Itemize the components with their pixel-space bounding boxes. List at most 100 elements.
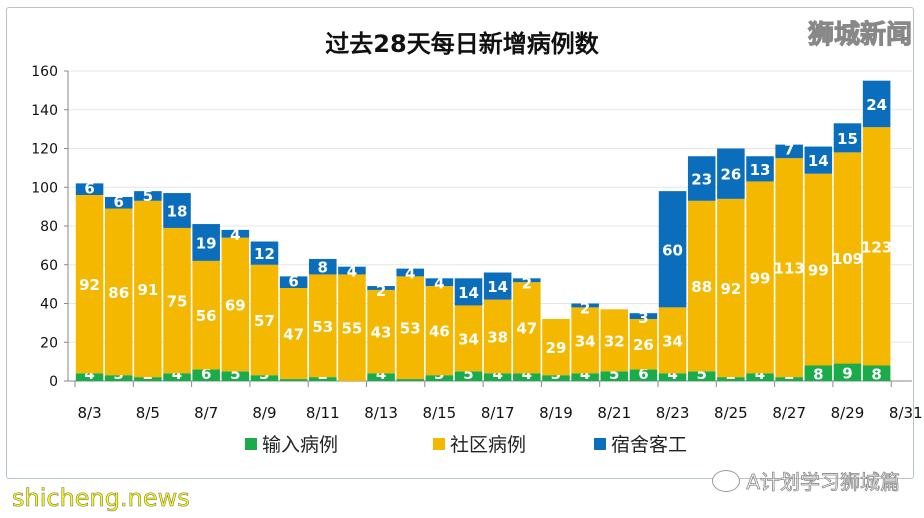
data-label: 6 — [84, 179, 94, 197]
bar-segment — [367, 286, 395, 290]
bar-segment — [483, 299, 512, 374]
data-label: 53 — [312, 318, 333, 336]
y-tick-label: 0 — [49, 374, 58, 390]
data-label: 15 — [837, 130, 858, 148]
bar-segment — [425, 278, 454, 287]
y-tick-label: 60 — [40, 258, 58, 274]
bar-segment — [75, 183, 104, 195]
bar-segment — [513, 278, 541, 283]
data-label: 34 — [662, 332, 683, 350]
data-label: 26 — [720, 166, 741, 184]
bar-segment — [513, 282, 541, 374]
bar-segment — [104, 375, 133, 381]
data-label: 4 — [84, 365, 94, 383]
bar-segment — [658, 373, 687, 381]
bar-segment — [542, 375, 570, 381]
data-label: 5 — [463, 365, 473, 383]
data-label: 99 — [808, 262, 829, 280]
bar-segment — [775, 144, 803, 159]
bar-segment — [571, 373, 599, 381]
bar-segment — [717, 198, 745, 378]
x-tick-label: 8/7 — [194, 404, 218, 422]
data-label: 3 — [638, 309, 648, 327]
x-tick-label: 8/19 — [539, 404, 573, 422]
data-label: 5 — [609, 365, 619, 383]
data-label: 46 — [429, 323, 450, 341]
watermark-bottom: shicheng.news — [12, 484, 190, 513]
bar-segment — [396, 268, 424, 277]
x-tick-label: 8/21 — [597, 404, 631, 422]
data-label: 4 — [230, 226, 240, 244]
bar-segment — [367, 373, 395, 381]
bar-segment — [163, 227, 191, 374]
data-label: 34 — [458, 330, 479, 348]
data-label: 91 — [137, 281, 158, 299]
bar-segment — [804, 173, 833, 366]
data-label: 12 — [254, 245, 275, 263]
x-tick-label: 8/27 — [772, 404, 806, 422]
data-label: 69 — [225, 296, 246, 314]
data-label: 57 — [254, 312, 275, 330]
bar-segment — [717, 148, 745, 199]
x-tick-label: 8/3 — [78, 404, 102, 422]
bar-segment — [513, 373, 541, 381]
data-label: 86 — [108, 284, 129, 302]
wechat-account: A计划学习狮城篇 — [746, 470, 900, 495]
bar-segment — [833, 152, 862, 364]
bar-segment — [717, 377, 745, 381]
bar-segment — [687, 156, 716, 201]
bar-segment — [75, 373, 104, 381]
data-label: 14 — [487, 278, 508, 296]
bar-segment — [658, 307, 687, 374]
bar-segment — [862, 80, 891, 128]
bar-segment — [571, 303, 599, 308]
bar-segment — [367, 289, 395, 374]
data-label: 4 — [434, 274, 444, 292]
bar-segment — [250, 375, 279, 381]
bar-segment — [250, 241, 279, 265]
bar-segment — [804, 365, 833, 381]
data-label: 4 — [755, 365, 765, 383]
bar-segment — [600, 371, 629, 381]
data-label: 5 — [230, 365, 240, 383]
bar-segment — [454, 305, 483, 372]
y-tick-label: 140 — [31, 103, 58, 119]
data-label: 4 — [492, 365, 502, 383]
data-label: 47 — [516, 320, 537, 338]
x-tick-label: 8/15 — [423, 404, 457, 422]
data-label: 6 — [638, 365, 648, 383]
legend-label: 输入病例 — [262, 434, 338, 456]
bar-segment — [687, 371, 716, 381]
bar-segment — [279, 379, 308, 381]
data-label: 6 — [201, 365, 211, 383]
data-label: 55 — [341, 320, 362, 338]
bar-segment — [396, 379, 424, 381]
x-tick-label: 8/31 — [889, 404, 923, 422]
legend-label: 社区病例 — [450, 434, 526, 456]
bar-segment — [600, 309, 629, 372]
data-label: 60 — [662, 241, 683, 259]
y-tick-label: 100 — [31, 180, 58, 196]
bar-segment — [775, 377, 803, 381]
data-label: 88 — [691, 278, 712, 296]
wechat-watermark: A计划学习狮城篇 — [712, 466, 900, 495]
bar-segment — [221, 237, 250, 372]
data-label: 2 — [376, 282, 386, 300]
bar-segment — [542, 319, 570, 376]
bar-segment — [658, 191, 687, 308]
bar-segment — [571, 307, 599, 374]
data-label: 8 — [318, 259, 328, 277]
data-label: 24 — [866, 96, 887, 114]
x-tick-label: 8/9 — [252, 404, 276, 422]
bar-segment — [746, 181, 774, 374]
bar-segment — [629, 369, 658, 381]
bar-segment — [250, 264, 279, 376]
x-tick-label: 8/13 — [364, 404, 398, 422]
legend-label: 宿舍客工 — [611, 434, 687, 456]
bar-segment — [396, 276, 424, 380]
data-label: 4 — [580, 365, 590, 383]
data-label: 113 — [774, 260, 805, 278]
data-label: 43 — [371, 324, 392, 342]
data-label: 99 — [750, 269, 771, 287]
